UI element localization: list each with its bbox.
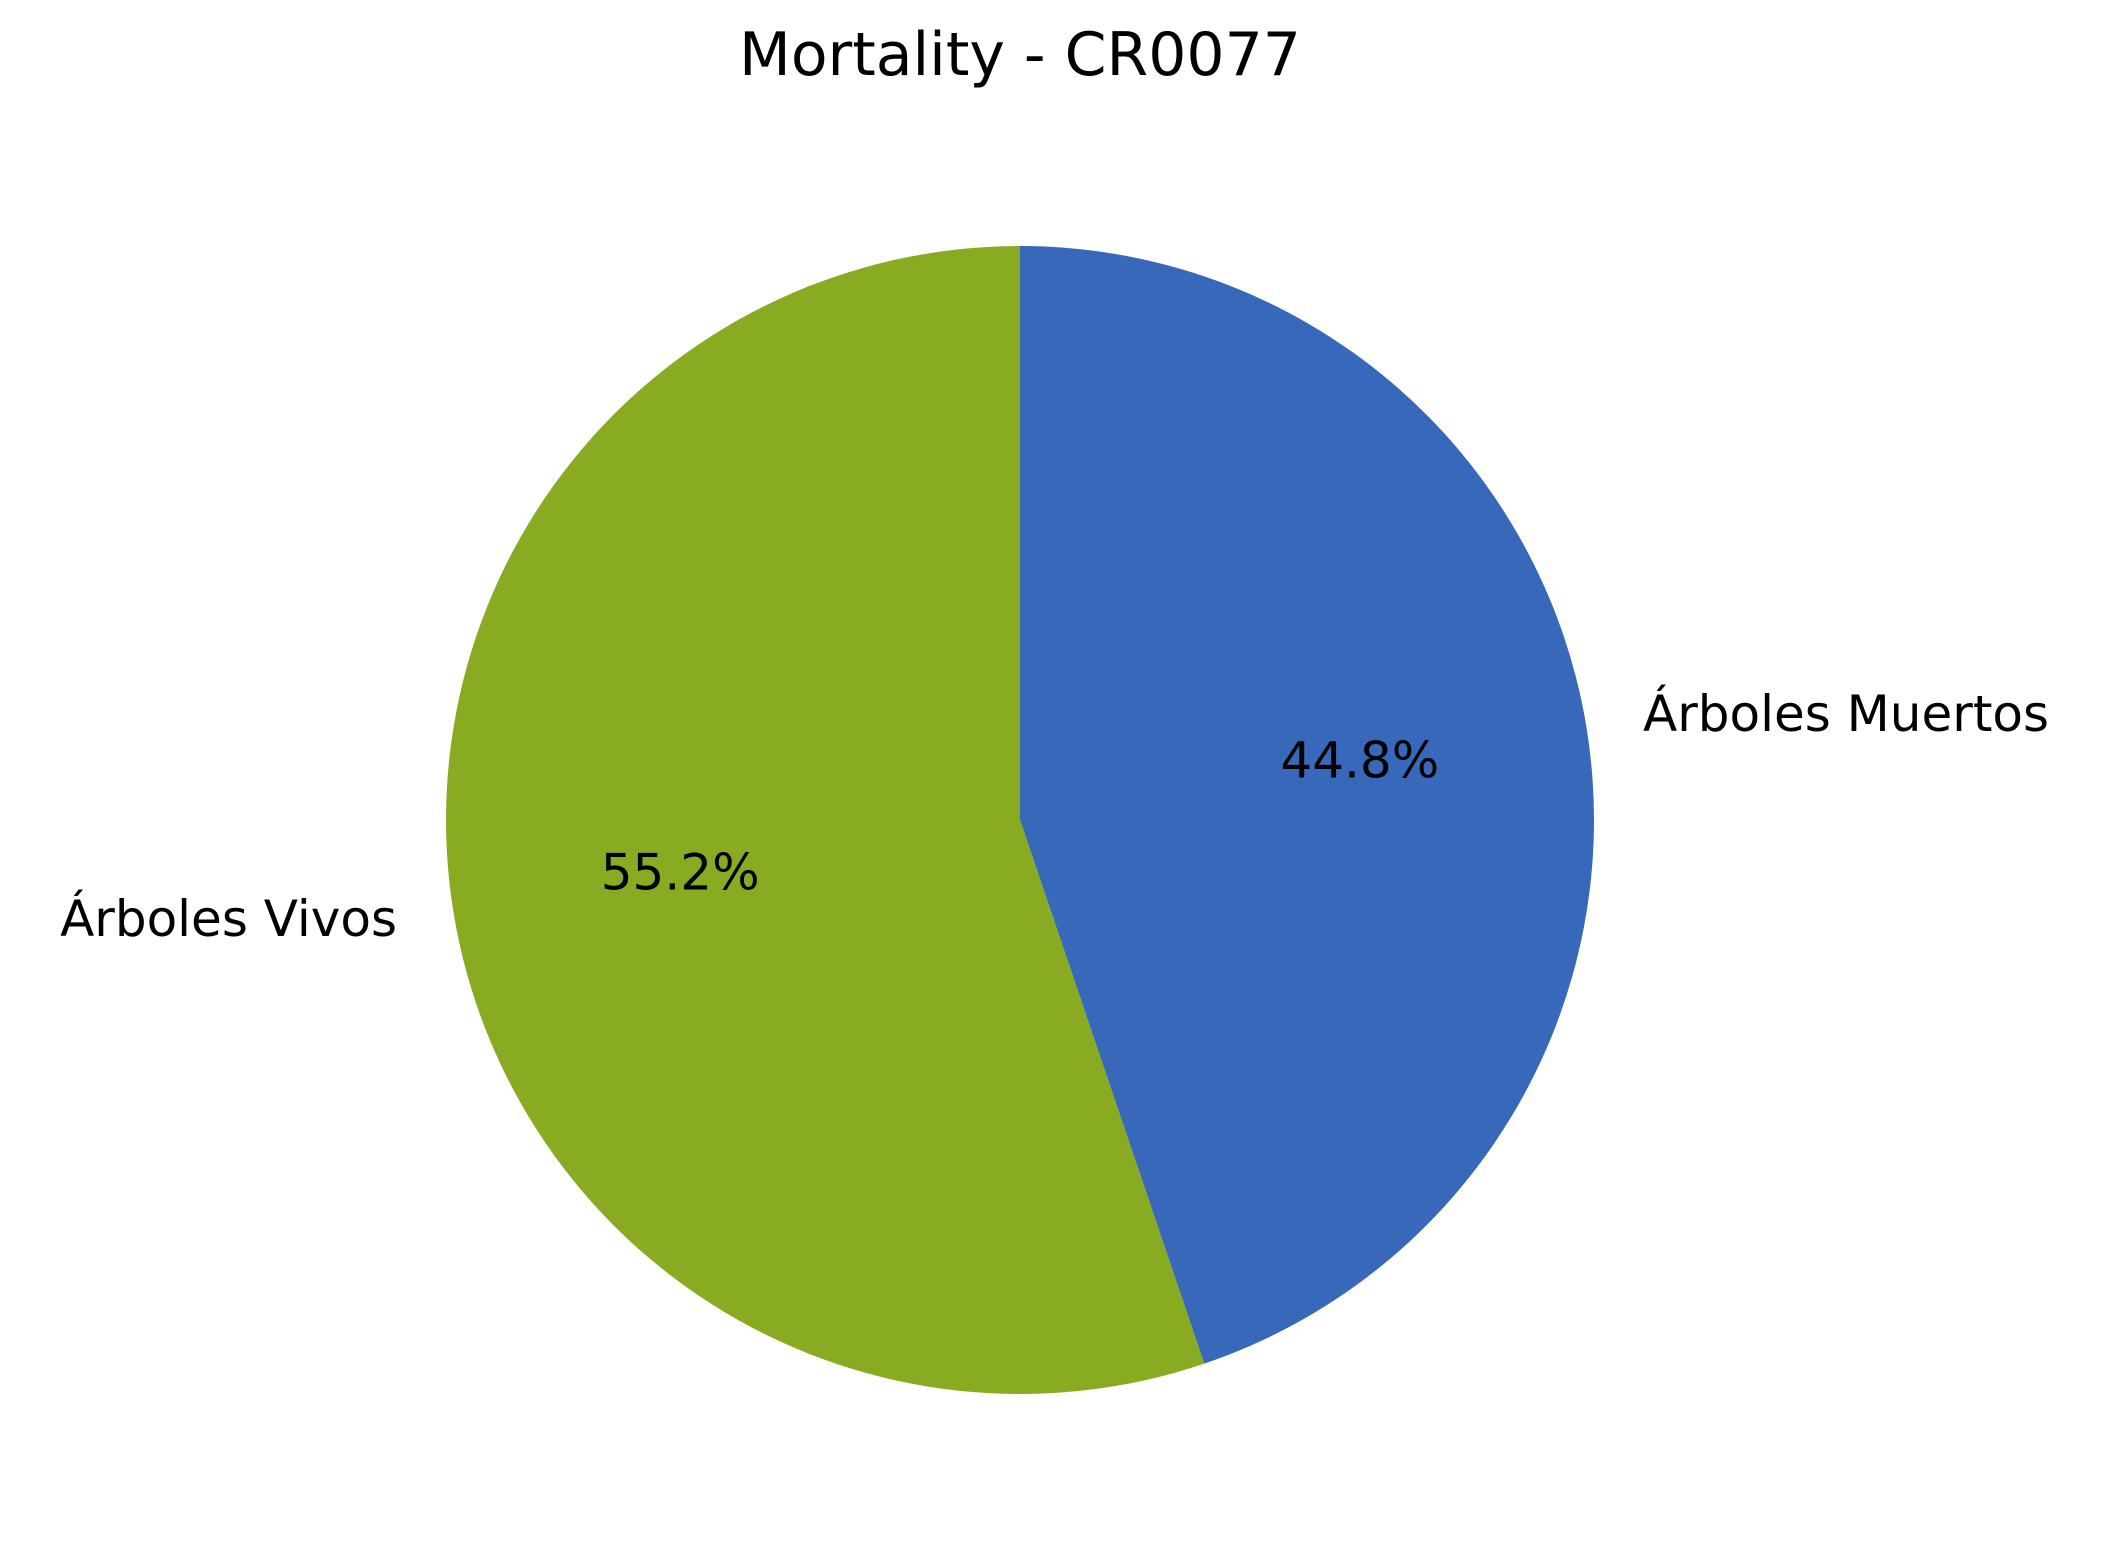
pie-slice-arboles-muertos (1020, 246, 1594, 1364)
slice-label-arboles-muertos: Árboles Muertos (1643, 684, 2049, 743)
chart-title: Mortality - CR0077 (739, 20, 1301, 90)
slice-percent-arboles-vivos: 55.2% (601, 844, 760, 902)
pie-labels: Árboles Muertos 44.8% Árboles Vivos 55.2% (60, 684, 2049, 948)
slice-percent-arboles-muertos: 44.8% (1280, 731, 1439, 789)
pie-slices (445, 246, 1594, 1394)
pie-slice-arboles-vivos (445, 246, 1205, 1394)
slice-label-arboles-vivos: Árboles Vivos (60, 889, 397, 948)
